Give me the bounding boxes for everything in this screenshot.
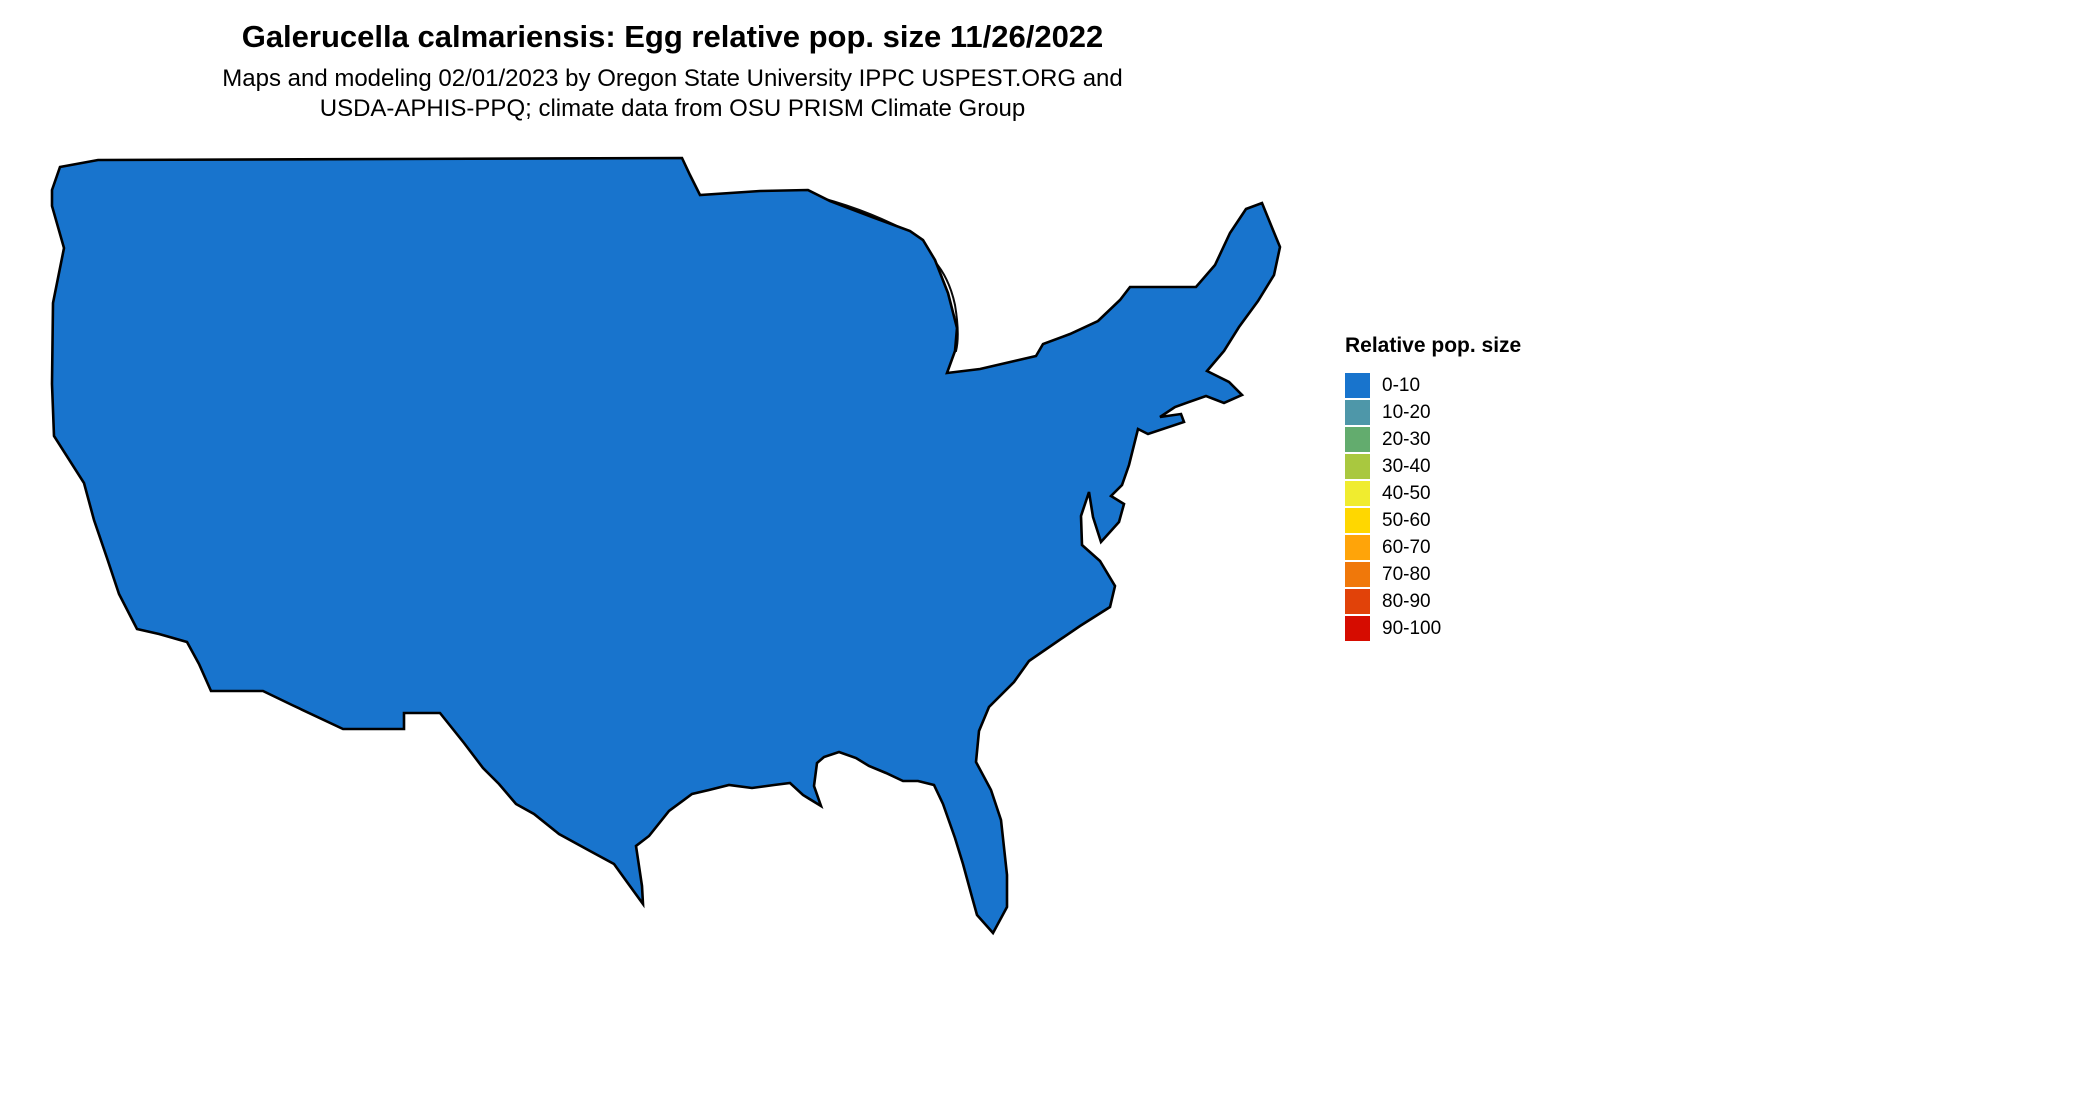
us-map-svg: [50, 156, 1282, 935]
figure-subtitle: Maps and modeling 02/01/2023 by Oregon S…: [0, 64, 1345, 124]
legend-label: 90-100: [1382, 617, 1442, 639]
us-map: [30, 145, 1310, 965]
legend-label: 10-20: [1382, 401, 1431, 423]
figure-header: Galerucella calmariensis: Egg relative p…: [0, 18, 1345, 124]
legend-item: 10-20: [1345, 399, 1565, 426]
figure-subtitle-line1: Maps and modeling 02/01/2023 by Oregon S…: [222, 65, 1123, 92]
legend-label: 80-90: [1382, 590, 1431, 612]
legend-label: 20-30: [1382, 428, 1431, 450]
national-border-outline: [50, 156, 1282, 935]
figure-title: Galerucella calmariensis: Egg relative p…: [241, 19, 1104, 54]
legend-label: 40-50: [1382, 482, 1431, 504]
legend-label: 70-80: [1382, 563, 1431, 585]
legend-label: 30-40: [1382, 455, 1431, 477]
legend-item: 30-40: [1345, 453, 1565, 480]
legend-label: 0-10: [1382, 374, 1421, 396]
legend-items: 0-10 10-20 20-30 30-40 40-50 50-60: [1345, 372, 1565, 642]
legend-swatch: [1345, 454, 1370, 479]
legend-swatch: [1345, 562, 1370, 587]
legend-swatch: [1345, 616, 1370, 641]
legend-item: 70-80: [1345, 561, 1565, 588]
legend-item: 60-70: [1345, 534, 1565, 561]
figure-subtitle-line2: USDA-APHIS-PPQ; climate data from OSU PR…: [319, 95, 1026, 122]
map-legend: Relative pop. size 0-10 10-20 20-30 30-4…: [1345, 334, 1565, 642]
legend-title: Relative pop. size: [1345, 334, 1522, 357]
legend-swatch: [1345, 400, 1370, 425]
legend-item: 20-30: [1345, 426, 1565, 453]
legend-swatch: [1345, 373, 1370, 398]
legend-swatch: [1345, 481, 1370, 506]
legend-item: 40-50: [1345, 480, 1565, 507]
legend-label: 50-60: [1382, 509, 1431, 531]
legend-item: 50-60: [1345, 507, 1565, 534]
legend-swatch: [1345, 508, 1370, 533]
legend-item: 80-90: [1345, 588, 1565, 615]
legend-item: 90-100: [1345, 615, 1565, 642]
legend-swatch: [1345, 535, 1370, 560]
legend-label: 60-70: [1382, 536, 1431, 558]
legend-swatch: [1345, 589, 1370, 614]
legend-item: 0-10: [1345, 372, 1565, 399]
legend-swatch: [1345, 427, 1370, 452]
